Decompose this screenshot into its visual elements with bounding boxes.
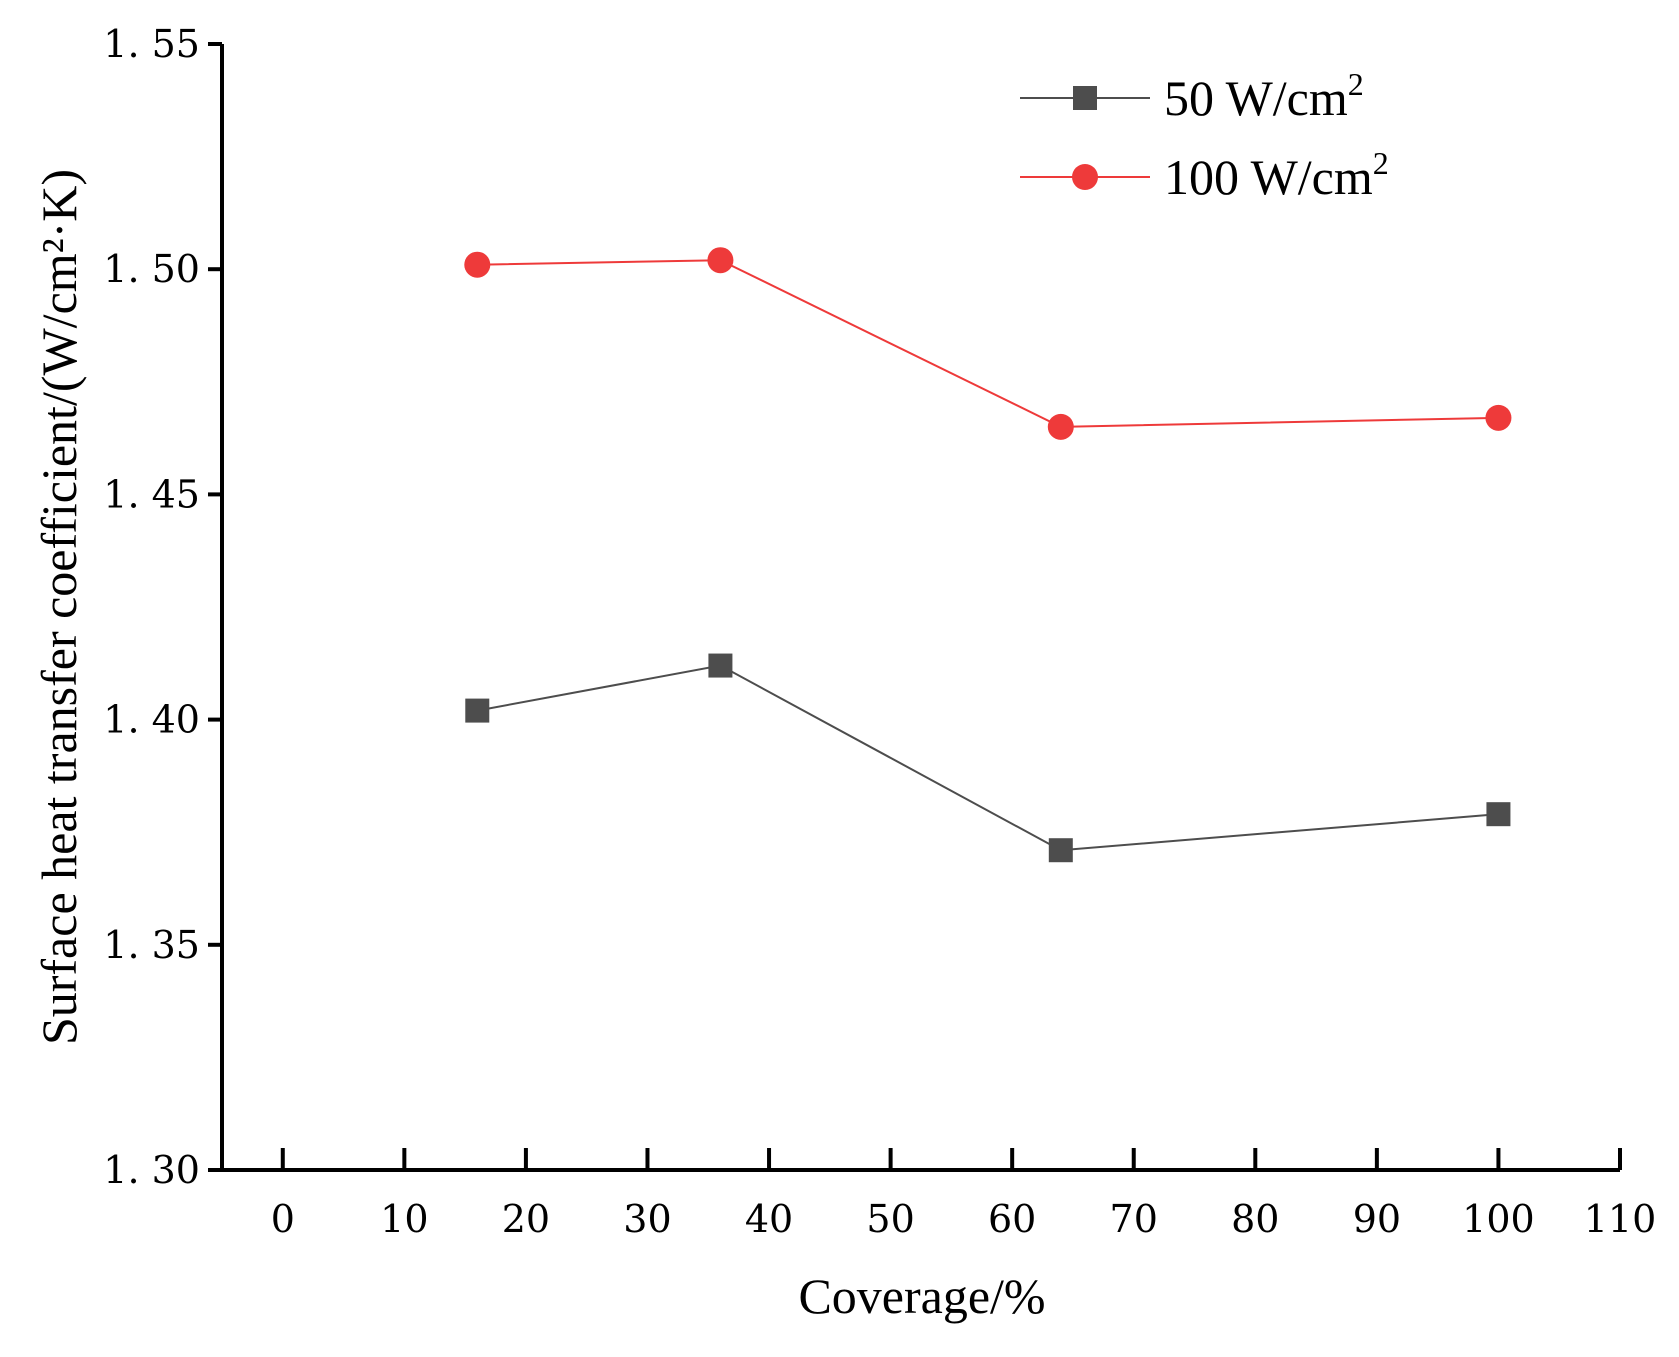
x-tick-label: 50: [866, 1197, 914, 1241]
x-tick-label: 0: [271, 1197, 295, 1241]
x-tick-label: 30: [623, 1197, 671, 1241]
legend-label: 50 W/cm2: [1164, 66, 1364, 126]
x-tick-label: 60: [988, 1197, 1036, 1241]
x-ticks: 0 10 20 30 40 50 60 70 80 90 100 110: [271, 1148, 1657, 1241]
series-line: [477, 664, 1499, 852]
series-layer: [464, 247, 1512, 863]
x-tick-label: 100: [1462, 1197, 1535, 1241]
data-point: [1486, 802, 1511, 827]
y-ticks: 1. 30 1. 35 1. 40 1. 45 1. 50 1. 55: [103, 22, 222, 1192]
y-tick-label: 1. 40: [103, 698, 200, 742]
series-line: [477, 259, 1499, 428]
series-2: [464, 247, 1512, 440]
axes: [220, 44, 1620, 1172]
legend-item: 50 W/cm2: [1020, 66, 1364, 126]
data-point: [707, 247, 734, 274]
series-1: [465, 653, 1511, 863]
y-tick-label: 1. 30: [103, 1148, 200, 1192]
x-axis-title: Coverage/%: [798, 1268, 1045, 1324]
data-point: [708, 653, 733, 678]
x-tick-label: 80: [1231, 1197, 1279, 1241]
x-tick-label: 10: [380, 1197, 428, 1241]
x-tick-label: 90: [1353, 1197, 1401, 1241]
legend-label: 100 W/cm2: [1164, 145, 1389, 205]
y-tick-label: 1. 55: [103, 22, 200, 66]
x-tick-label: 40: [745, 1197, 793, 1241]
y-tick-label: 1. 50: [103, 247, 200, 291]
x-tick-label: 70: [1110, 1197, 1158, 1241]
x-tick-label: 110: [1584, 1197, 1657, 1241]
legend-marker: [1072, 164, 1098, 190]
data-point: [1048, 838, 1073, 863]
data-point: [1047, 413, 1074, 440]
legend-item: 100 W/cm2: [1020, 145, 1389, 205]
y-tick-label: 1. 45: [103, 472, 200, 516]
data-point: [465, 698, 490, 723]
legend: 50 W/cm2 100 W/cm2: [1020, 66, 1389, 205]
y-tick-label: 1. 35: [103, 923, 200, 967]
legend-marker: [1073, 86, 1097, 110]
x-tick-label: 20: [502, 1197, 550, 1241]
data-point: [1485, 404, 1512, 431]
y-axis-title: Surface heat transfer coefficient/(W/cm²…: [31, 169, 87, 1045]
data-point: [464, 251, 491, 278]
